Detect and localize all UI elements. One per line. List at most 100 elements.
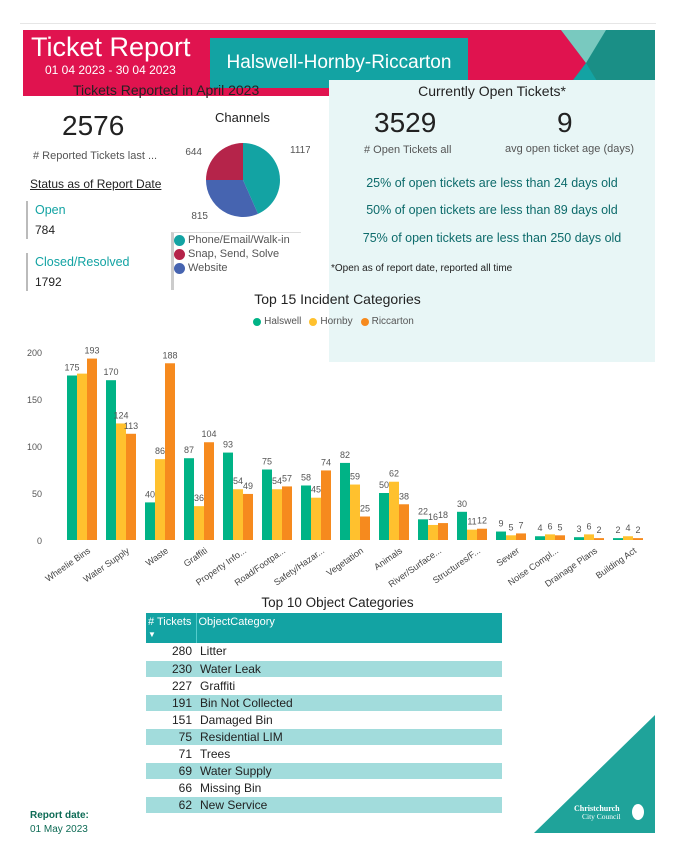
bar-riccarton[interactable] <box>165 363 175 540</box>
status-divider <box>26 253 28 291</box>
bar-halswell[interactable] <box>301 485 311 540</box>
bar-riccarton[interactable] <box>594 538 604 540</box>
bar-hornby[interactable] <box>155 459 165 540</box>
bar-halswell[interactable] <box>379 493 389 540</box>
bar-hornby[interactable] <box>584 534 594 540</box>
status-closed-value: 1792 <box>35 275 62 289</box>
bar-hornby[interactable] <box>350 484 360 540</box>
bar-hornby[interactable] <box>233 489 243 540</box>
series-name: Riccarton <box>371 316 414 327</box>
bar-riccarton[interactable] <box>126 433 136 540</box>
bar-hornby[interactable] <box>545 534 555 540</box>
bar-halswell[interactable] <box>340 462 350 540</box>
pie-data-label: 644 <box>185 147 202 158</box>
series-legend-item[interactable]: Hornby <box>309 316 353 327</box>
bar-hornby[interactable] <box>506 535 516 540</box>
channels-pie-chart: 1117 815 644 <box>185 143 310 222</box>
table-row: 191 Bin Not Collected <box>146 694 502 712</box>
bar-halswell[interactable] <box>145 502 155 540</box>
bar-data-label: 62 <box>389 469 399 479</box>
bar-data-label: 45 <box>311 485 321 495</box>
column-header-tickets[interactable]: # Tickets ▼ <box>146 613 196 643</box>
bar-data-label: 2 <box>596 525 601 535</box>
bar-riccarton[interactable] <box>321 470 331 540</box>
bar-riccarton[interactable] <box>477 528 487 540</box>
bar-halswell[interactable] <box>223 452 233 540</box>
council-logo: Christchurch City Council <box>534 715 655 833</box>
bar-data-label: 124 <box>113 410 128 420</box>
pie-slice[interactable] <box>243 143 280 214</box>
bar-riccarton[interactable] <box>204 442 214 540</box>
status-heading: Status as of Report Date <box>30 177 162 191</box>
table-row: 62 New Service <box>146 796 502 814</box>
bar-riccarton[interactable] <box>87 358 97 540</box>
bar-hornby[interactable] <box>116 423 126 540</box>
bar-riccarton[interactable] <box>555 535 565 540</box>
avg-age-value: 9 <box>557 107 573 138</box>
bar-halswell[interactable] <box>613 538 623 540</box>
object-category: Trees <box>196 745 502 763</box>
bar-halswell[interactable] <box>184 458 194 540</box>
bar-data-label: 30 <box>457 499 467 509</box>
y-tick-label: 150 <box>27 395 42 405</box>
bar-hornby[interactable] <box>467 529 477 540</box>
percentile-75: 75% of open tickets are less than 250 da… <box>362 231 622 245</box>
svg-text:City Council: City Council <box>582 812 621 821</box>
reported-count-label: # Reported Tickets last ... <box>33 150 158 162</box>
bar-riccarton[interactable] <box>516 533 526 540</box>
object-category: Water Leak <box>196 660 502 678</box>
ticket-count: 69 <box>146 762 196 780</box>
bar-hornby[interactable] <box>428 524 438 540</box>
channels-title: Channels <box>215 110 270 125</box>
series-legend-item[interactable]: Halswell <box>253 316 301 327</box>
bar-halswell[interactable] <box>535 536 545 540</box>
bar-halswell[interactable] <box>574 537 584 540</box>
bar-riccarton[interactable] <box>243 493 253 540</box>
bar-data-label: 18 <box>438 510 448 520</box>
open-heading: Currently Open Tickets* <box>418 83 566 99</box>
bar-data-label: 11 <box>467 517 476 527</box>
bar-riccarton[interactable] <box>360 516 370 541</box>
bar-data-label: 6 <box>547 521 552 531</box>
bar-halswell[interactable] <box>418 519 428 540</box>
x-tick-label: Building Act <box>594 545 639 580</box>
bar-riccarton[interactable] <box>438 523 448 540</box>
table-row: 71 Trees <box>146 745 502 763</box>
bar-riccarton[interactable] <box>282 486 292 540</box>
status-divider <box>26 201 28 239</box>
bar-hornby[interactable] <box>389 481 399 540</box>
ticket-count: 151 <box>146 711 196 729</box>
legend-label: Phone/Email/Walk-in <box>188 234 290 246</box>
bar-data-label: 188 <box>162 350 177 360</box>
object-category: Litter <box>196 643 502 661</box>
bar-halswell[interactable] <box>262 469 272 541</box>
series-legend-item[interactable]: Riccarton <box>360 316 414 327</box>
column-header-category[interactable]: ObjectCategory <box>195 613 502 643</box>
bar-riccarton[interactable] <box>633 538 643 540</box>
bar-hornby[interactable] <box>194 506 204 540</box>
bar-hornby[interactable] <box>77 373 87 540</box>
column-label: # Tickets <box>148 616 192 628</box>
bar-data-label: 86 <box>155 446 165 456</box>
ticket-count: 71 <box>146 745 196 763</box>
pie-slice[interactable] <box>206 180 258 217</box>
bar-data-label: 5 <box>557 522 562 532</box>
pie-slice[interactable] <box>206 143 243 180</box>
bar-hornby[interactable] <box>311 497 321 540</box>
table-row: 280 Litter <box>146 643 502 661</box>
bar-halswell[interactable] <box>496 531 506 540</box>
bar-halswell[interactable] <box>457 511 467 540</box>
ticket-count: 230 <box>146 660 196 678</box>
status-closed-label: Closed/Resolved <box>35 255 130 269</box>
legend-dot-icon <box>309 317 318 326</box>
bar-halswell[interactable] <box>106 380 116 540</box>
bar-data-label: 2 <box>615 525 620 535</box>
object-table-title: Top 10 Object Categories <box>261 595 414 610</box>
bar-hornby[interactable] <box>623 536 633 540</box>
bar-riccarton[interactable] <box>399 504 409 540</box>
bar-data-label: 57 <box>282 473 292 483</box>
bar-hornby[interactable] <box>272 489 282 540</box>
bar-data-label: 4 <box>625 523 630 533</box>
bar-data-label: 74 <box>321 457 331 467</box>
bar-halswell[interactable] <box>67 375 77 541</box>
